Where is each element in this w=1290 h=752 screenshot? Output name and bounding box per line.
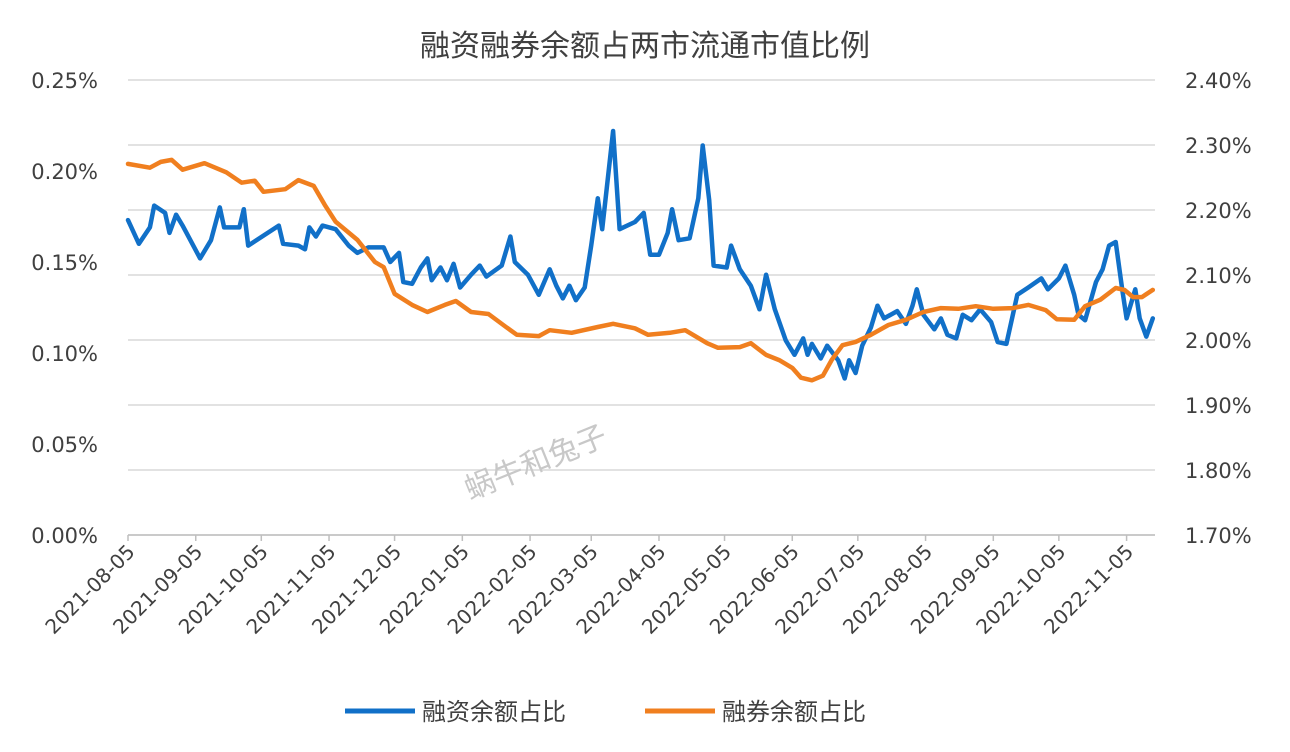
left-axis-tick-label: 0.05%	[31, 433, 98, 457]
watermark: 蜗牛和兔子	[460, 419, 612, 508]
right-axis-tick-label: 1.90%	[1185, 394, 1252, 418]
right-axis-tick-label: 1.70%	[1185, 524, 1252, 548]
legend-item-financing[interactable]: 融资余额占比	[345, 698, 566, 726]
legend-label-lending: 融券余额占比	[722, 698, 866, 726]
left-axis-tick-label: 0.00%	[31, 524, 98, 548]
left-axis-tick-label: 0.25%	[31, 69, 98, 93]
gridlines	[128, 79, 1155, 536]
financing-ratio-line	[125, 128, 1156, 381]
x-axis-ticks: 2021-08-052021-09-052021-10-052021-11-05…	[40, 534, 1155, 639]
chart-title: 融资融券余额占两市流通市值比例	[420, 29, 870, 64]
left-axis-tick-label: 0.20%	[31, 160, 98, 184]
legend-item-lending[interactable]: 融券余额占比	[645, 698, 866, 726]
left-axis-tick-label: 0.10%	[31, 342, 98, 366]
legend-label-financing: 融资余额占比	[422, 698, 566, 726]
legend: 融资余额占比 融券余额占比	[345, 698, 866, 726]
right-axis-ticks: 1.70% 1.80% 1.90% 2.00% 2.10% 2.20% 2.30% 2.40%	[1185, 69, 1252, 548]
right-axis-tick-label: 2.00%	[1185, 329, 1252, 353]
right-axis-tick-label: 1.80%	[1185, 459, 1252, 483]
right-axis-tick-label: 2.30%	[1185, 134, 1252, 158]
right-axis-tick-label: 2.10%	[1185, 264, 1252, 288]
left-axis-tick-label: 0.15%	[31, 251, 98, 275]
lending-ratio-line	[125, 157, 1156, 383]
right-axis-tick-label: 2.40%	[1185, 69, 1252, 93]
right-axis-tick-label: 2.20%	[1185, 199, 1252, 223]
series-lines	[125, 128, 1156, 383]
left-axis-ticks: 0.00% 0.05% 0.10% 0.15% 0.20% 0.25%	[31, 69, 98, 548]
